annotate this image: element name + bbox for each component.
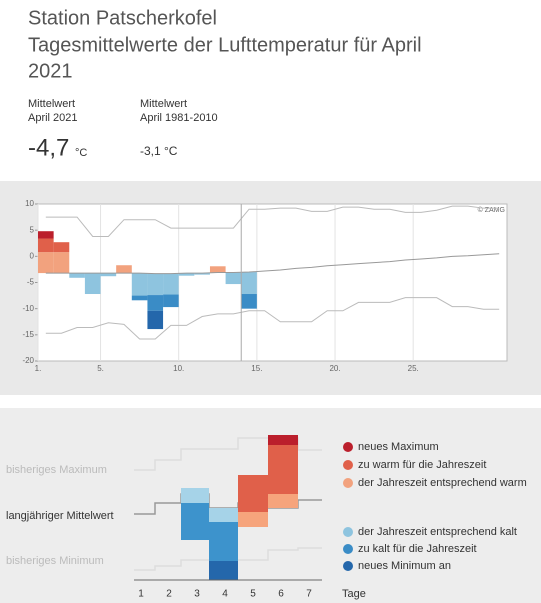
y-tick-label: 5 <box>30 225 35 234</box>
schematic-bar <box>209 561 238 580</box>
schematic-label: langjähriger Mittelwert <box>6 510 114 522</box>
title-line: Station Patscherkofel <box>28 7 217 29</box>
bar <box>147 273 164 296</box>
legend-swatch <box>343 544 353 554</box>
bar <box>194 273 210 275</box>
stat-label: April 2021 <box>28 112 78 124</box>
bar <box>84 273 101 295</box>
bar <box>38 238 54 253</box>
legend-swatch <box>343 527 353 537</box>
schematic-bar <box>209 522 238 561</box>
x-tick-label: 15. <box>251 364 262 373</box>
y-tick-label: -10 <box>22 304 34 313</box>
bar <box>116 265 132 274</box>
schematic-day-label: 7 <box>306 589 312 600</box>
schematic: bisheriges Maximum langjähriger Mittelwe… <box>6 435 366 600</box>
stat-label: Mittelwert <box>140 98 187 110</box>
y-tick-label: -20 <box>22 356 34 365</box>
bar <box>147 310 164 330</box>
plot-area <box>37 203 508 362</box>
schematic-day-label: 4 <box>222 589 228 600</box>
bar <box>209 266 226 273</box>
x-tick-label: 25. <box>408 364 419 373</box>
legend-label: der Jahreszeit entsprechend warm <box>358 477 527 489</box>
schematic-day-label: 1 <box>138 589 144 600</box>
schematic-day-label: 5 <box>250 589 256 600</box>
legend-swatch <box>343 442 353 452</box>
y-tick-label: 10 <box>25 199 34 208</box>
legend: neues Maximum zu warm für die Jahreszeit d… <box>343 441 527 572</box>
bar <box>100 273 117 277</box>
schematic-bar <box>209 508 238 522</box>
bar <box>53 252 70 274</box>
schematic-bar <box>238 475 268 512</box>
bar <box>241 272 257 295</box>
schematic-bar <box>268 445 298 494</box>
schematic-day-label: 2 <box>166 589 172 600</box>
stat-label: Mittelwert <box>28 98 75 110</box>
schematic-bar <box>268 494 298 508</box>
schematic-label: bisheriges Minimum <box>6 555 104 567</box>
max-line <box>45 205 500 237</box>
y-tick-label: -15 <box>22 330 34 339</box>
x-tick-label: 1. <box>35 364 42 373</box>
x-tick-label: 10. <box>173 364 184 373</box>
legend-swatch <box>343 460 353 470</box>
schematic-bar <box>181 488 209 503</box>
y-tick-label: 0 <box>30 251 35 260</box>
stat-value: -3,1 °C <box>140 144 178 158</box>
schematic-bar <box>238 512 268 527</box>
legend-label: zu warm für die Jahreszeit <box>358 459 486 471</box>
schematic-day-label: 3 <box>194 589 200 600</box>
stat-value: -4,7 <box>28 134 69 161</box>
min-line <box>45 297 500 340</box>
x-tick-label: 20. <box>329 364 340 373</box>
bar <box>163 294 179 308</box>
bar <box>69 273 85 278</box>
bar <box>241 294 257 309</box>
legend-label: neues Maximum <box>358 441 439 453</box>
y-tick-label: -5 <box>27 278 35 287</box>
legend-label: der Jahreszeit entsprechend kalt <box>358 526 517 538</box>
schematic-label: bisheriges Maximum <box>6 464 107 476</box>
bar <box>163 273 179 295</box>
x-tick-label: 5. <box>97 364 104 373</box>
bar <box>38 231 54 239</box>
bar <box>53 242 70 253</box>
legend-swatch <box>343 561 353 571</box>
main-plot: 10 5 0 -5 -10 -15 -201. 5. 10. 15. 20. 25. <box>22 199 500 373</box>
legend-label: zu kalt für die Jahreszeit <box>358 543 477 555</box>
bar <box>131 273 148 296</box>
bar <box>178 273 195 276</box>
schematic-bar <box>181 503 209 540</box>
bar <box>225 272 242 285</box>
bar <box>38 252 54 274</box>
schematic-axis-label: Tage <box>342 588 366 600</box>
bar <box>147 295 164 311</box>
stat-unit: °C <box>75 147 87 159</box>
credit: © ZAMG <box>478 206 505 214</box>
title-line: Tagesmittelwerte der Lufttemperatur für … <box>28 34 422 56</box>
stat-label: April 1981-2010 <box>140 112 218 124</box>
mean-line <box>45 253 500 275</box>
schematic-bar <box>268 435 298 445</box>
bar <box>131 295 148 301</box>
schematic-day-label: 6 <box>278 589 284 600</box>
legend-label: neues Minimum an <box>358 560 451 572</box>
legend-swatch <box>343 478 353 488</box>
title-line: 2021 <box>28 60 73 82</box>
